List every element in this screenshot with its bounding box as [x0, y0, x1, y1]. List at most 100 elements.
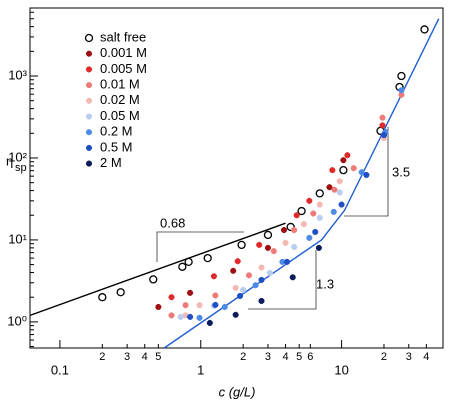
slope-label: 3.5 [392, 164, 410, 179]
legend-marker [85, 82, 93, 89]
data-point [264, 244, 271, 251]
data-point [397, 71, 406, 81]
data-point [330, 208, 337, 215]
x-tick-label: 3 [265, 351, 271, 363]
data-point [177, 313, 184, 320]
y-axis-label-sub: sp [15, 162, 27, 174]
plot-frame [29, 7, 444, 349]
data-point [326, 184, 333, 191]
legend-label: 0.05 M [100, 108, 140, 123]
data-point [210, 273, 217, 280]
data-point [338, 201, 345, 208]
x-tick-label: 5 [155, 351, 161, 363]
y-tick-label: 10⁰ [7, 313, 27, 328]
legend-marker [85, 50, 93, 57]
data-point [340, 157, 347, 164]
data-point [263, 230, 273, 240]
data-point [316, 214, 323, 221]
y-tick-label: 10² [8, 149, 27, 164]
legend-label: 0.01 M [100, 77, 140, 92]
data-point [336, 178, 343, 185]
data-point [350, 165, 357, 172]
data-point [196, 314, 203, 321]
data-point [258, 264, 265, 271]
data-point [232, 284, 239, 291]
legend-label: 0.5 M [100, 139, 133, 154]
data-point [344, 152, 351, 159]
data-point [336, 189, 343, 196]
data-point [178, 262, 187, 271]
data-point [358, 169, 365, 176]
legend-marker [85, 160, 93, 167]
data-point [300, 221, 307, 228]
data-point [184, 257, 193, 267]
x-tick-label: 6 [307, 351, 313, 363]
data-point [286, 222, 295, 232]
data-point [312, 228, 319, 236]
slope-label: 0.68 [160, 215, 185, 230]
data-point [256, 241, 263, 248]
data-point [232, 311, 239, 318]
data-point [236, 292, 244, 300]
slope-label: 1.3 [316, 276, 334, 291]
slope-bracket [156, 231, 244, 262]
data-point [291, 226, 298, 234]
x-tick-label: 5 [296, 351, 302, 363]
data-point [206, 319, 213, 327]
legend-marker [85, 144, 93, 151]
data-point [266, 269, 274, 277]
data-point [398, 87, 405, 94]
fit-line [29, 222, 286, 317]
data-point [297, 206, 306, 216]
y-tick-label: 10¹ [8, 231, 27, 246]
x-axis-label: c (g/L) [219, 384, 256, 399]
data-point [291, 243, 298, 251]
legend-label: 0.005 M [100, 61, 147, 76]
data-point [310, 210, 317, 217]
legend-label: 0.001 M [100, 45, 147, 60]
data-point [258, 297, 265, 305]
data-point [293, 212, 300, 219]
data-point [380, 132, 388, 139]
legend-marker [85, 129, 93, 136]
data-point [282, 239, 289, 246]
x-tick-label: 2 [99, 351, 105, 363]
x-tick-label: 2 [381, 351, 387, 363]
data-point [234, 258, 241, 265]
legend-label: salt free [100, 29, 146, 44]
data-point [187, 313, 194, 320]
data-point [379, 114, 386, 121]
data-point [331, 186, 338, 193]
data-point [240, 286, 247, 294]
legend-label: 0.02 M [100, 92, 140, 107]
legend-marker [85, 66, 93, 73]
y-tick-label: 10³ [8, 67, 27, 82]
data-point [420, 25, 429, 34]
x-tick-label: 4 [423, 351, 429, 363]
data-point [182, 302, 189, 309]
legend-marker [85, 97, 93, 104]
data-point [98, 293, 107, 302]
data-point [339, 166, 348, 175]
y-axis-label: η [6, 153, 13, 168]
data-point [329, 167, 336, 174]
data-point [306, 234, 313, 241]
slope-bracket [344, 127, 389, 217]
x-tick-label: 1 [197, 362, 204, 377]
legend-marker [84, 33, 94, 43]
data-point [252, 282, 259, 289]
x-tick-label: 0.1 [51, 362, 69, 377]
data-point [289, 274, 296, 281]
data-point [212, 292, 219, 299]
x-tick-label: 2 [240, 351, 246, 363]
x-tick-label: 4 [282, 351, 288, 363]
legend-label: 2 M [100, 155, 122, 170]
fit-line [163, 18, 440, 349]
data-point [187, 289, 194, 296]
data-point [315, 244, 322, 251]
data-point [212, 301, 219, 308]
data-point [168, 312, 175, 319]
data-point [155, 303, 162, 311]
data-point [316, 201, 323, 208]
